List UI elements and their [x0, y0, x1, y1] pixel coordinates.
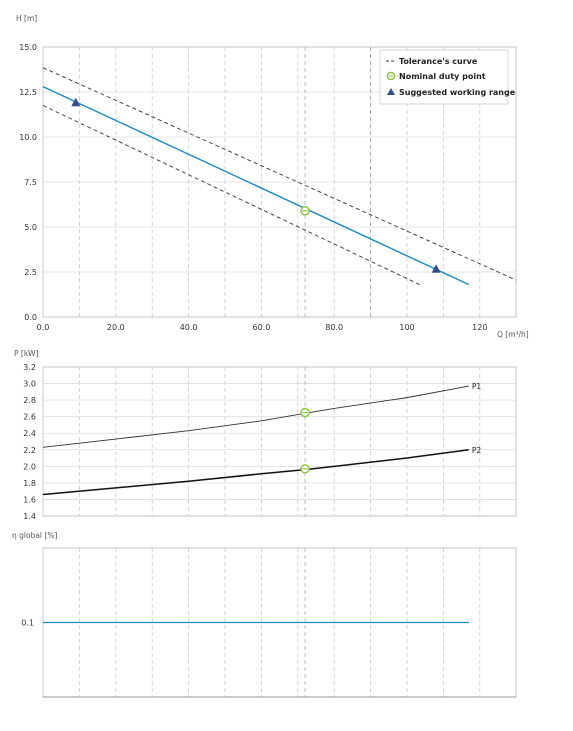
- y-axis-title: H [m]: [16, 14, 37, 23]
- x-tick-label: 120: [472, 323, 487, 332]
- y-tick-label: 1.8: [23, 479, 36, 488]
- y-tick-label: 2.2: [23, 446, 36, 455]
- power-curve-line: [42, 385, 469, 448]
- y-tick-label: 2.6: [23, 413, 36, 422]
- y-tick-label: 7.5: [24, 178, 37, 187]
- legend-tolerance-label: Tolerance's curve: [399, 57, 478, 66]
- y-tick-label: 2.4: [23, 429, 36, 438]
- legend-box: [379, 49, 509, 105]
- y-tick-label: 2.8: [23, 396, 36, 405]
- tolerance-curve-line: [42, 105, 422, 286]
- x-tick-label: 20.0: [107, 323, 125, 332]
- y-tick-label: 2.0: [23, 462, 36, 471]
- y-axis-title: P [kW]: [14, 349, 39, 358]
- y-axis-title: η global [%]: [12, 531, 57, 540]
- y-tick-label: 1.4: [23, 512, 36, 521]
- tolerance-curve-line: [42, 67, 517, 281]
- plot-frame: [42, 366, 517, 517]
- legend-range-label: Suggested working range: [399, 88, 516, 97]
- legend-nominal-label: Nominal duty point: [399, 72, 486, 81]
- working-range-marker: [71, 97, 81, 107]
- plot-frame: [42, 46, 517, 318]
- y-tick-label: 0.0: [24, 313, 37, 322]
- x-tick-label: 40.0: [180, 323, 198, 332]
- head-curve-line: [42, 85, 470, 286]
- x-axis-title: Q [m³/h]: [497, 330, 529, 339]
- x-tick-label: 100: [399, 323, 414, 332]
- y-tick-label: 0.1: [21, 619, 34, 628]
- x-tick-label: 60.0: [252, 323, 270, 332]
- y-tick-label: 15.0: [19, 43, 37, 52]
- working-range-marker: [431, 264, 441, 273]
- y-tick-label: 5.0: [24, 223, 37, 232]
- series-label: P1: [472, 382, 482, 391]
- series-label: P2: [472, 446, 482, 455]
- efficiency-curve-panel: 0.1 η global [%]: [12, 531, 517, 698]
- y-tick-label: 3.0: [23, 380, 36, 389]
- legend-range-swatch: [387, 88, 395, 95]
- head-curve-panel: 0.0 2.5 5.0 7.5 10.0 12.5 15.0 0.0 20.0 40.0 60.0 8…: [16, 14, 529, 339]
- power-curve-panel: 1.4 1.6 1.8 2.0 2.2 2.4 2.6 2.8 3.0 3.2 P [kW] P1 P2: [14, 349, 517, 521]
- y-tick-label: 3.2: [23, 363, 36, 372]
- y-tick-label: 1.6: [23, 495, 36, 504]
- y-tick-label: 2.5: [24, 268, 37, 277]
- x-tick-label: 0.0: [37, 323, 50, 332]
- x-tick-label: 80.0: [325, 323, 343, 332]
- power-curve-line: [42, 449, 469, 496]
- y-tick-label: 12.5: [19, 88, 37, 97]
- y-tick-label: 10.0: [19, 133, 37, 142]
